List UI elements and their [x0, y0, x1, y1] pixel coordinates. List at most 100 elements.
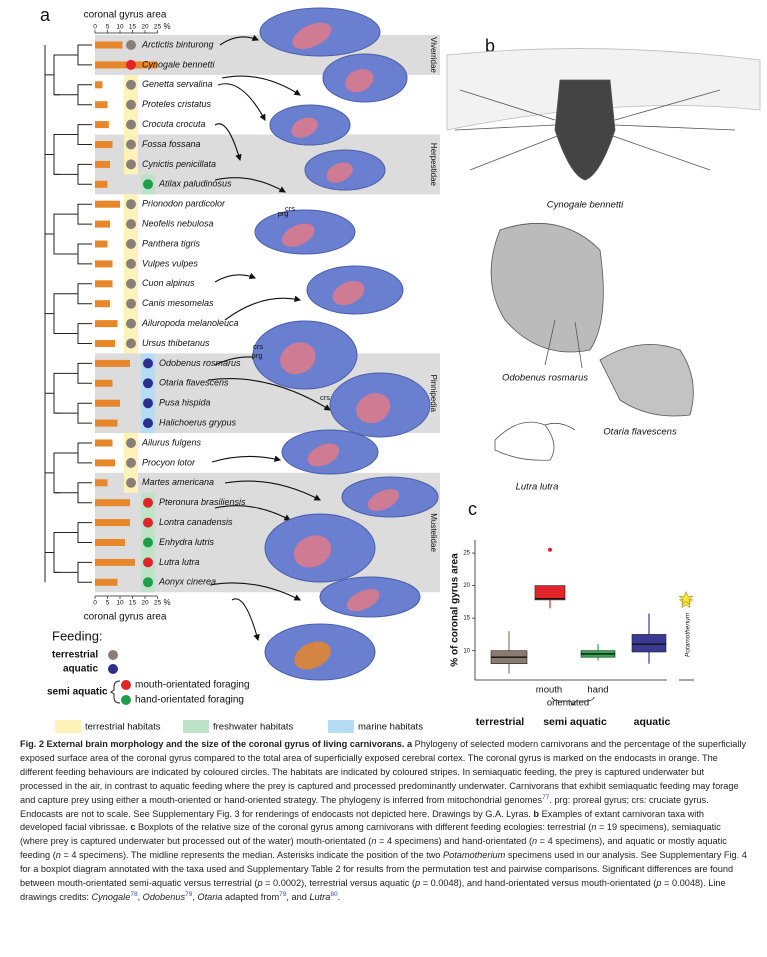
brain-label: crs: [320, 393, 330, 402]
area-bar: [95, 499, 130, 507]
feeding-circle: [126, 298, 136, 309]
panel-label: a: [40, 5, 51, 25]
coronal-gyrus: [280, 342, 316, 375]
caption-text: Potamotherium: [442, 850, 506, 861]
feeding-circle: [126, 199, 136, 210]
area-bar: [95, 280, 113, 288]
tree-branch: [45, 134, 60, 175]
species-name: Cynogale bennetti: [142, 59, 216, 69]
feeding-circle: [126, 477, 136, 488]
area-bar: [95, 578, 118, 586]
area-bar: [95, 459, 115, 467]
axis-unit: %: [164, 598, 171, 607]
arrow: [207, 378, 331, 411]
species-name: Ailurus fulgens: [141, 437, 202, 447]
area-bar: [95, 81, 103, 89]
family-label: Mustelidae: [429, 513, 438, 552]
species-name: Lontra canadensis: [159, 517, 233, 527]
box: [631, 634, 667, 653]
species-name: Cynictis penicillata: [142, 159, 216, 169]
feeding-circle: [143, 517, 153, 528]
caption-text: .: [337, 891, 341, 902]
feeding-circle: [126, 119, 136, 130]
tree-branch: [77, 243, 92, 265]
caption-text: = 0.0048). Line drawings credits:: [20, 878, 726, 902]
brain-label: prg: [252, 351, 263, 360]
caption-text: , and: [286, 891, 310, 902]
brace: [551, 696, 595, 706]
feeding-circle: [126, 258, 136, 269]
caption-text: 80: [330, 890, 338, 898]
phylogeny: [44, 44, 92, 583]
axis-tick-label: 0: [93, 24, 97, 31]
axis-tick-label: 5: [106, 600, 110, 607]
group-label: terrestrial: [476, 716, 525, 728]
species-name: Pusa hispida: [159, 398, 211, 408]
caption-text: 78: [130, 890, 138, 898]
species-name: Lutra lutra: [159, 557, 200, 567]
area-bar: [95, 439, 113, 447]
caption-text: 79: [185, 890, 193, 898]
species-name: Procyon lotor: [142, 457, 196, 467]
legend-text: terrestrial: [52, 650, 98, 661]
area-bar: [95, 320, 118, 328]
y-tick-label: 10: [463, 648, 470, 654]
axis-tick-label: 10: [116, 600, 124, 607]
feeding-circle: [126, 438, 136, 448]
area-bar: [95, 519, 130, 527]
feeding-circle: [143, 537, 153, 548]
arrow: [231, 598, 260, 642]
legend-swatch: [55, 720, 81, 733]
box: [534, 585, 566, 601]
arrow: [217, 83, 266, 121]
legend-text: hand-orientated foraging: [135, 695, 244, 706]
caption-text: = 4 specimens) and hand-orientated (: [376, 836, 532, 847]
caption-text: p: [415, 878, 421, 889]
legend-title: Feeding:: [52, 628, 103, 643]
caption-text: = 0.0002), terrestrial versus aquatic (: [262, 878, 416, 889]
caption-text: Boxplots of the relative size of the cor…: [135, 822, 592, 833]
feeding-circle: [126, 338, 136, 349]
potamotherium-star: [678, 590, 694, 605]
area-bar: [95, 379, 113, 387]
arrow: [209, 582, 301, 601]
feeding-circle: [126, 318, 136, 329]
category-label: mouth: [536, 685, 562, 696]
feeding-circle: [126, 278, 136, 289]
legend-brace: [110, 680, 121, 704]
figure: a b c Cynogale bennetti Odobenus rosmaru…: [40, 5, 761, 733]
potamotherium-label: Potamotherium: [685, 612, 692, 657]
tree-branch: [45, 213, 60, 255]
axis-tick-label: 15: [129, 24, 137, 31]
caption-text: Fig. 2 External brain morphology and the…: [20, 739, 413, 749]
species-name: Pteronura brasiliensis: [159, 497, 246, 507]
tree-branch: [77, 561, 92, 583]
tree-branch: [77, 203, 92, 225]
brain-label: crs: [253, 342, 263, 351]
area-bar: [95, 160, 110, 168]
family-label: Pinnipedia: [429, 375, 438, 413]
caption-text: specimens used in our analysis. See Supp…: [20, 850, 747, 889]
axis-tick-label: 20: [141, 24, 149, 31]
caption-text: p: [257, 878, 263, 889]
coronal-gyrus: [367, 489, 400, 511]
coronal-gyrus: [281, 223, 315, 247]
tree-branch: [77, 442, 92, 464]
species-name: Fossa fossana: [142, 139, 201, 149]
feeding-circle: [126, 219, 136, 230]
tree-branch: [77, 163, 92, 185]
tree-branch: [77, 362, 92, 384]
area-bar: [95, 399, 120, 407]
axis-title: coronal gyrus area: [84, 612, 167, 623]
tree-branch: [77, 482, 92, 504]
legend-swatch: [328, 720, 354, 733]
species-name: Enhydra lutris: [159, 537, 215, 547]
category-label: hand: [587, 685, 608, 696]
caption-text: Examples of extant carnivoran taxa with …: [20, 808, 704, 833]
legend-text: terrestrial habitats: [85, 722, 161, 733]
group-label: aquatic: [634, 716, 671, 728]
caption-text: n: [532, 836, 538, 847]
coronal-gyrus: [332, 280, 365, 306]
feeding-circle: [126, 159, 136, 170]
